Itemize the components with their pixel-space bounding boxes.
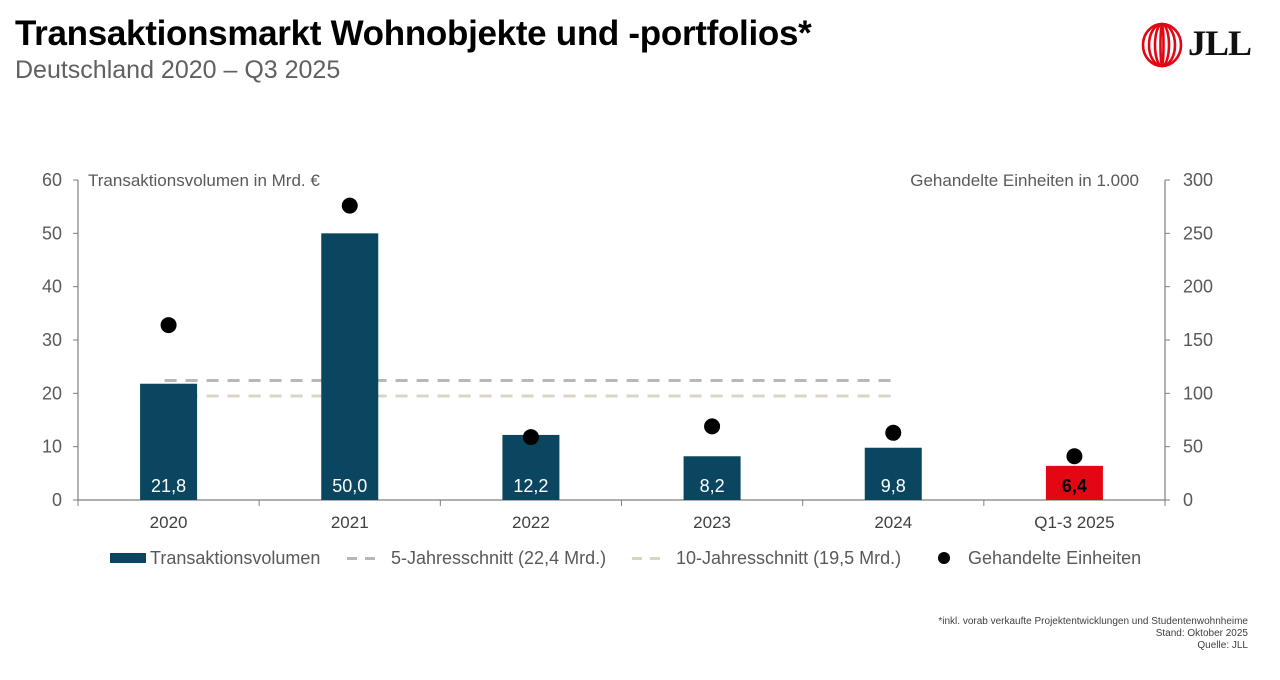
x-tick-label: 2021 [331,513,369,532]
legend-bar-swatch [110,553,146,563]
page-title: Transaktionsmarkt Wohnobjekte und -portf… [15,14,812,53]
x-tick-label: 2020 [150,513,188,532]
bar [140,383,198,500]
right-tick-label: 250 [1183,223,1213,243]
unit-dot [160,317,177,334]
unit-dot [885,424,902,441]
x-tick-label: Q1-3 2025 [1034,513,1114,532]
right-axis-title: Gehandelte Einheiten in 1.000 [910,171,1139,190]
left-tick-label: 60 [42,170,62,190]
bar-value-label: 6,4 [1062,476,1087,496]
legend-dash-10yr-swatch [632,556,668,560]
left-tick-label: 40 [42,277,62,297]
bars [140,233,1103,501]
footnote-source: Quelle: JLL [1197,640,1248,651]
legend-dot-swatch [938,552,950,564]
left-tick-label: 50 [42,223,62,243]
legend-label: Gehandelte Einheiten [968,547,1142,568]
x-tick-label: 2022 [512,513,550,532]
unit-dot [341,197,358,214]
page-subtitle: Deutschland 2020 – Q3 2025 [15,56,341,84]
legend-dash-5yr-swatch [347,556,383,560]
unit-dot [522,429,539,446]
bar-value-label: 8,2 [700,476,725,496]
bar [321,233,379,501]
legend-label: 10-Jahresschnitt (19,5 Mrd.) [676,547,902,568]
jll-logo-text: JLL [1188,23,1252,63]
left-tick-label: 20 [42,383,62,403]
bar [502,434,560,500]
right-tick-label: 50 [1183,437,1203,457]
bar [683,456,741,500]
bar-value-label: 12,2 [513,476,548,496]
left-tick-label: 0 [52,490,62,510]
legend-label: Transaktionsvolumen [150,547,321,568]
legend-item-10yr: 10-Jahresschnitt (19,5 Mrd.) [632,545,901,571]
right-tick-label: 200 [1183,277,1213,297]
right-tick-label: 300 [1183,170,1213,190]
jll-logo-icon [1141,22,1183,68]
unit-dots [160,197,1083,465]
unit-dot [1066,448,1083,465]
footnote-note: *inkl. vorab verkaufte Projektentwicklun… [938,616,1248,627]
right-tick-label: 100 [1183,383,1213,403]
axes: 0 10 20 30 40 50 60 0 50 100 150 200 250 300 2020 2021 2… [42,170,1213,532]
labels: 21,8 50,0 12,2 8,2 9,8 6,4 [151,476,1087,496]
legend-label: 5-Jahresschnitt (22,4 Mrd.) [391,547,607,568]
legend-item-volume: Transaktionsvolumen [110,545,320,571]
bar-value-label: 50,0 [332,476,367,496]
legend-item-5yr: 5-Jahresschnitt (22,4 Mrd.) [347,545,606,571]
footnotes: *inkl. vorab verkaufte Projektentwicklun… [938,616,1248,652]
chart: 0 10 20 30 40 50 60 0 50 100 150 200 250 300 2020 2021 2… [42,170,1213,532]
left-tick-label: 10 [42,437,62,457]
left-axis-title: Transaktionsvolumen in Mrd. € [88,171,320,190]
footnote-stand: Stand: Oktober 2025 [1155,628,1248,639]
bar [864,447,922,500]
unit-dot [704,418,721,435]
bar-value-label: 21,8 [151,476,186,496]
legend: Transaktionsvolumen 5-Jahresschnitt (22,… [0,545,1280,571]
bar-value-label: 9,8 [881,476,906,496]
left-tick-label: 30 [42,330,62,350]
average-lines [164,379,898,398]
right-tick-label: 0 [1183,490,1193,510]
bar [1045,465,1103,500]
x-tick-label: 2023 [693,513,731,532]
legend-item-units: Gehandelte Einheiten [938,545,1141,571]
right-tick-label: 150 [1183,330,1213,350]
x-tick-label: 2024 [874,513,912,532]
